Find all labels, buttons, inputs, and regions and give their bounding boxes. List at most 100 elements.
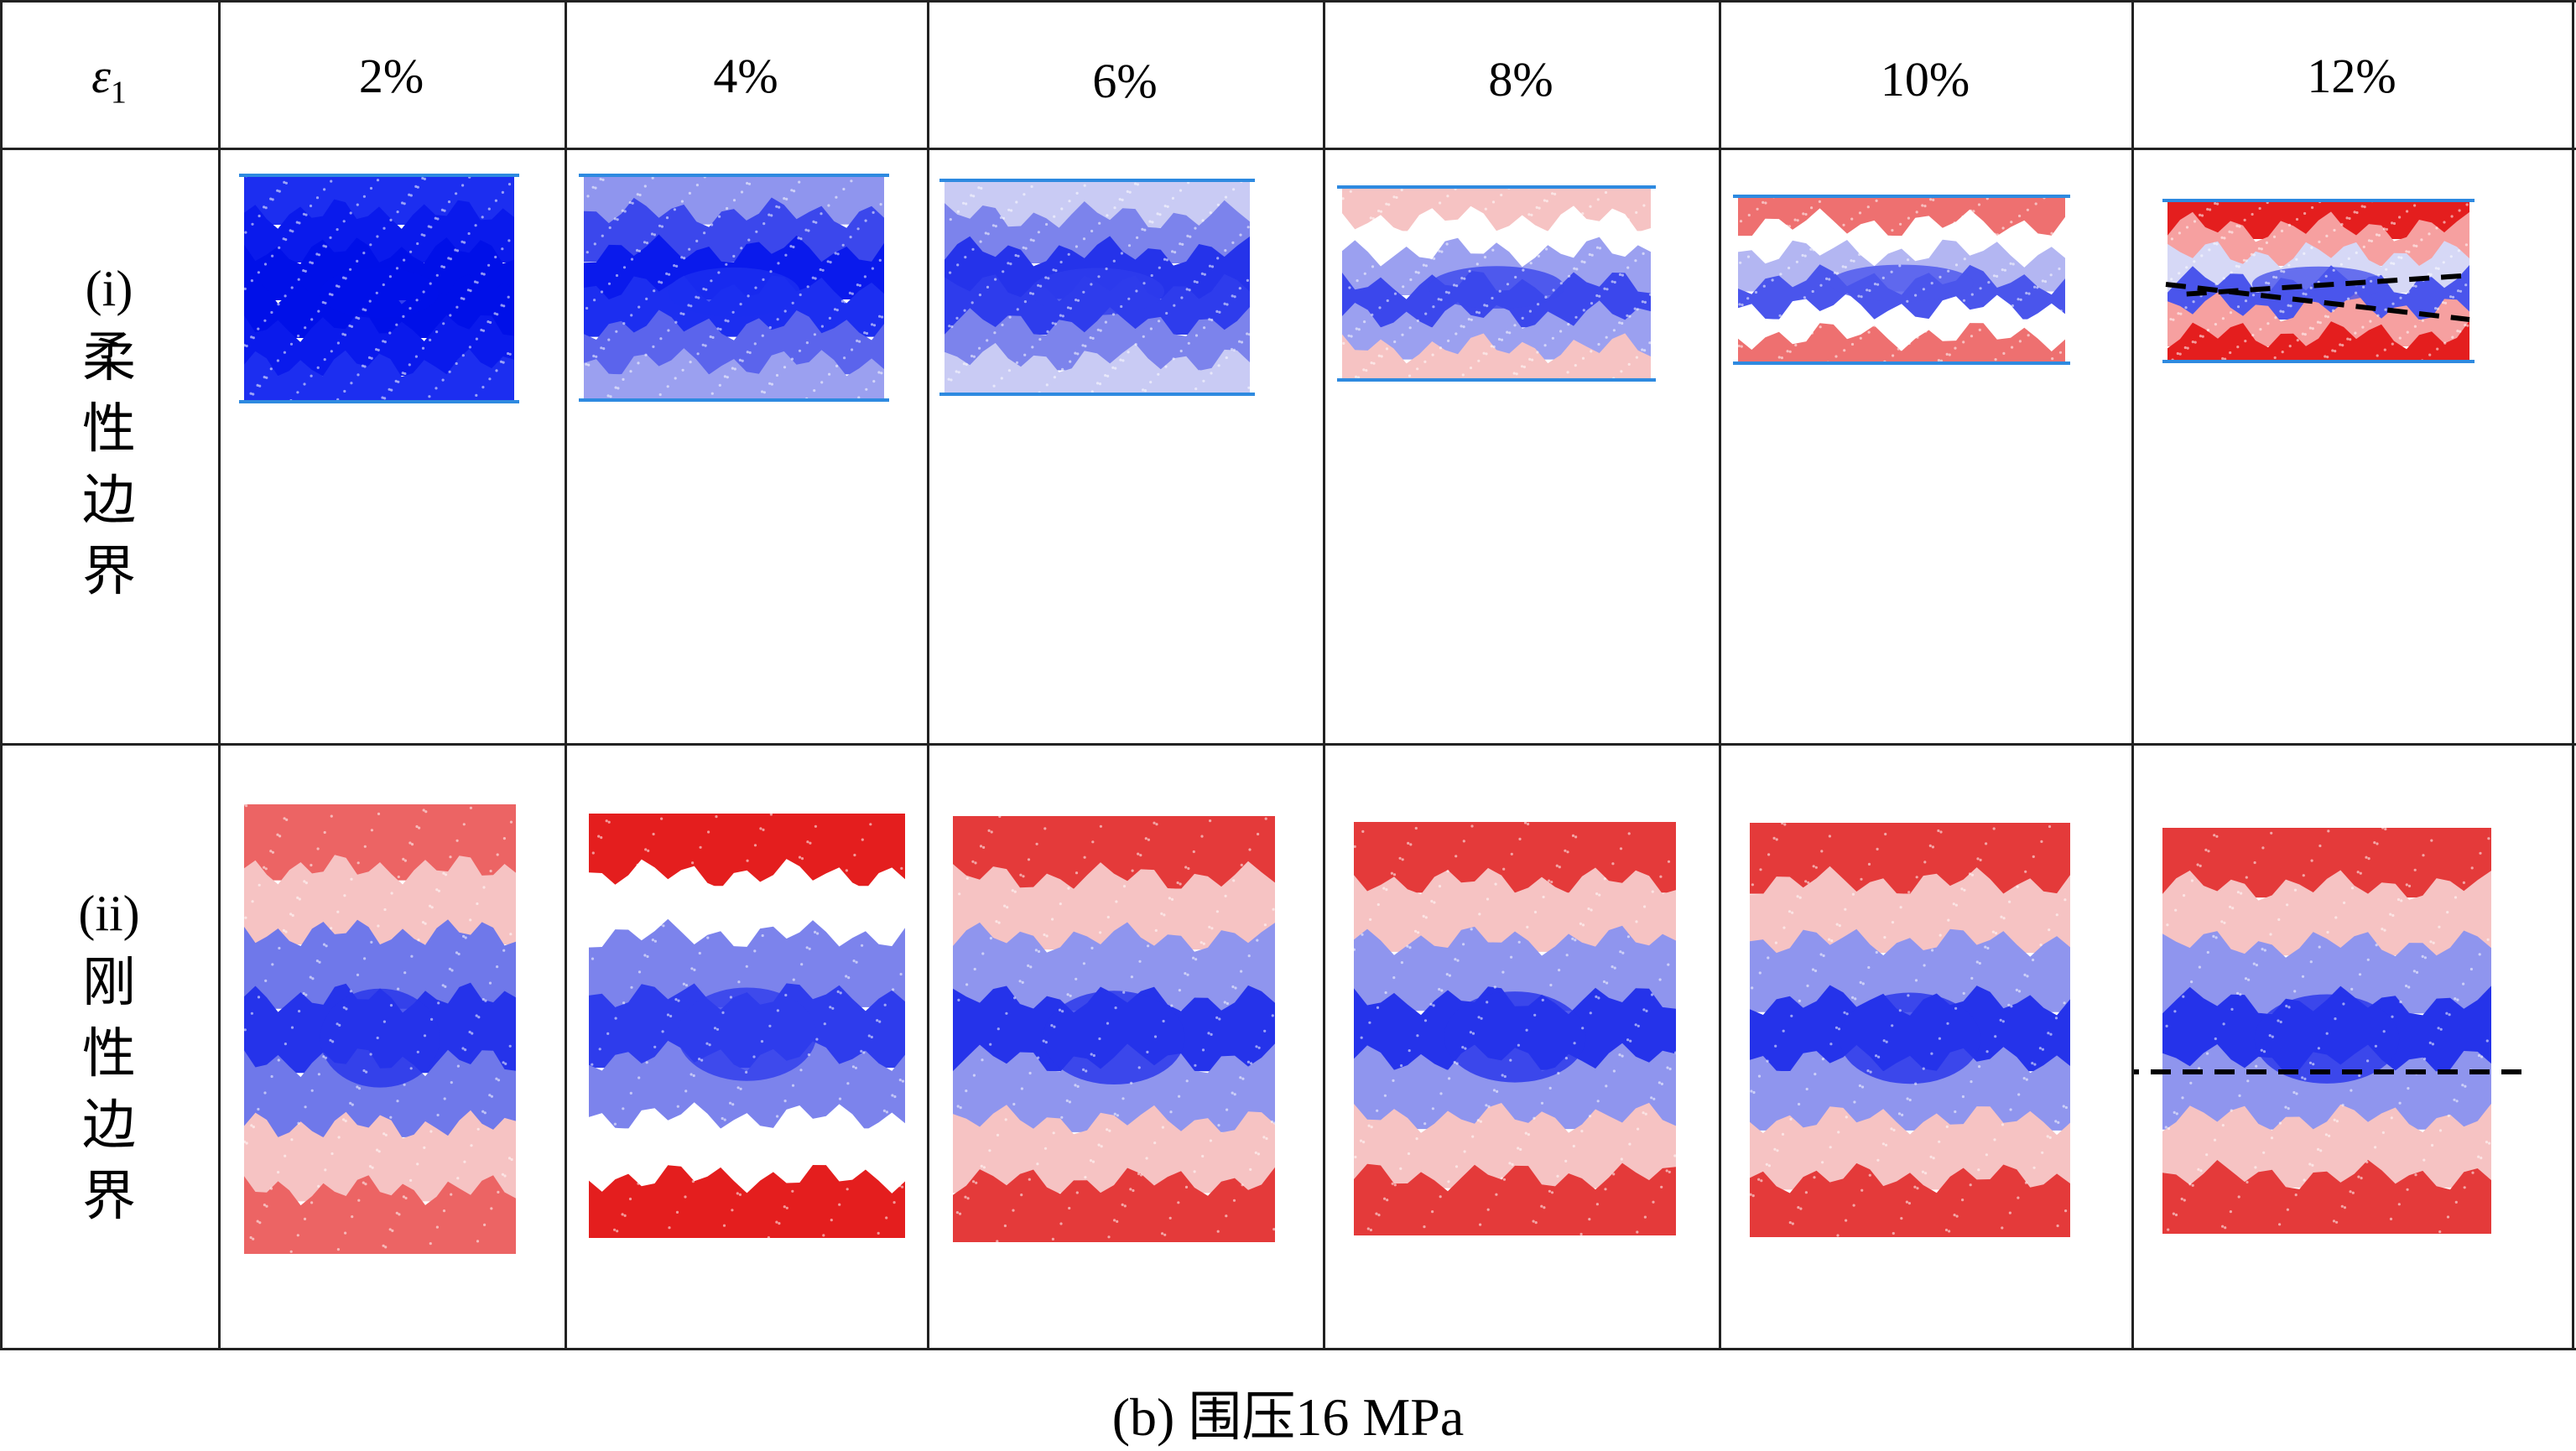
particle-dot (2477, 1155, 2480, 1158)
particle-dot (662, 924, 665, 928)
particle-dot (717, 271, 721, 274)
particle-dot (2213, 1138, 2217, 1142)
particle-dot (263, 263, 268, 266)
particle-dot (2405, 250, 2408, 253)
particle-dot (955, 1211, 959, 1214)
particle-dot (298, 1010, 301, 1013)
particle-dot (616, 218, 619, 221)
particle-dot (876, 913, 880, 917)
particle-dot (2236, 991, 2240, 995)
particle-dot (1907, 1202, 1911, 1205)
particle-dot (769, 270, 773, 273)
particle-dot (1825, 277, 1829, 280)
strain-symbol-header: ε1 (0, 52, 218, 109)
particle-dot (1248, 333, 1252, 336)
particle-dot (785, 1206, 788, 1209)
particle-dot (2251, 334, 2255, 337)
particle-dot (370, 940, 373, 944)
particle-dot (1786, 350, 1789, 353)
particle-dot (990, 830, 993, 834)
particle-dot (501, 1173, 504, 1176)
specimen-flexible-6pct (939, 179, 1255, 396)
particle-dot (2191, 1183, 2194, 1187)
particle-dot (1362, 1141, 1366, 1144)
particle-dot (590, 1168, 593, 1172)
particle-dot (1486, 304, 1489, 308)
particle-dot (1954, 1006, 1958, 1010)
particle-dot (1757, 1178, 1761, 1181)
particle-dot (356, 973, 360, 976)
particle-dot (403, 859, 407, 862)
strain-field (589, 813, 905, 1240)
particle-dot (680, 256, 684, 259)
particle-dot (1402, 237, 1406, 241)
particle-dot (621, 209, 624, 212)
particle-dot (1356, 279, 1359, 283)
particle-dot (1422, 914, 1425, 918)
particle-dot (2033, 285, 2037, 289)
particle-dot (1801, 253, 1804, 257)
particle-dot (1650, 993, 1654, 996)
particle-dot (1158, 320, 1161, 323)
particle-dot (1621, 951, 1625, 954)
particle-dot (2244, 340, 2247, 343)
strain-band (584, 348, 884, 400)
particle-dot (1173, 304, 1176, 307)
particle-dot (872, 380, 876, 383)
particle-dot (2437, 267, 2440, 270)
particle-dot (999, 216, 1003, 220)
particle-dot (1433, 901, 1436, 904)
particle-dot (710, 223, 714, 226)
particle-dot (493, 312, 497, 315)
particle-dot (1430, 208, 1434, 211)
particle-dot (1758, 971, 1762, 975)
particle-dot (1807, 881, 1810, 884)
strain-field (584, 174, 884, 402)
particle-dot (1479, 1120, 1482, 1123)
particle-dot (2370, 239, 2373, 242)
particle-dot (2341, 1104, 2344, 1107)
particle-dot (1171, 250, 1174, 253)
particle-dot (2281, 351, 2284, 354)
particle-dot (731, 367, 734, 370)
particle-dot (2432, 941, 2435, 944)
particle-dot (892, 882, 895, 886)
particle-dot (2480, 1055, 2484, 1058)
particle-dot (1053, 215, 1056, 218)
particle-dot (1002, 270, 1005, 273)
particle-dot (674, 377, 677, 380)
particle-dot (978, 346, 981, 350)
particle-dot (1112, 259, 1116, 263)
particle-dot (2036, 286, 2039, 289)
particle-dot (965, 202, 968, 205)
particle-dot (839, 991, 842, 995)
particle-dot (450, 1193, 453, 1196)
particle-dot (1247, 386, 1251, 389)
particle-dot (1036, 1162, 1039, 1166)
particle-dot (1859, 980, 1862, 984)
particle-dot (1821, 1058, 1824, 1061)
particle-dot (973, 967, 976, 971)
particle-dot (1559, 282, 1563, 285)
particle-dot (1953, 1214, 1956, 1217)
particle-dot (2421, 319, 2424, 322)
particle-dot (2302, 292, 2305, 295)
particle-dot (2018, 340, 2022, 343)
particle-dot (1626, 266, 1630, 269)
particle-dot (1192, 956, 1195, 960)
particle-dot (496, 313, 499, 316)
particle-dot (1867, 330, 1871, 334)
particle-dot (708, 1043, 711, 1047)
particle-dot (2366, 1059, 2370, 1063)
particle-dot (2222, 1022, 2225, 1026)
particle-dot (284, 1043, 287, 1046)
particle-dot (885, 1110, 888, 1114)
particle-dot (1803, 296, 1806, 299)
particle-dot (1210, 927, 1214, 930)
particle-dot (2355, 251, 2358, 254)
particle-dot (1572, 1144, 1575, 1148)
particle-dot (623, 210, 627, 213)
particle-dot (462, 297, 466, 300)
particle-dot (2437, 1027, 2440, 1030)
particle-dot (1023, 353, 1027, 356)
